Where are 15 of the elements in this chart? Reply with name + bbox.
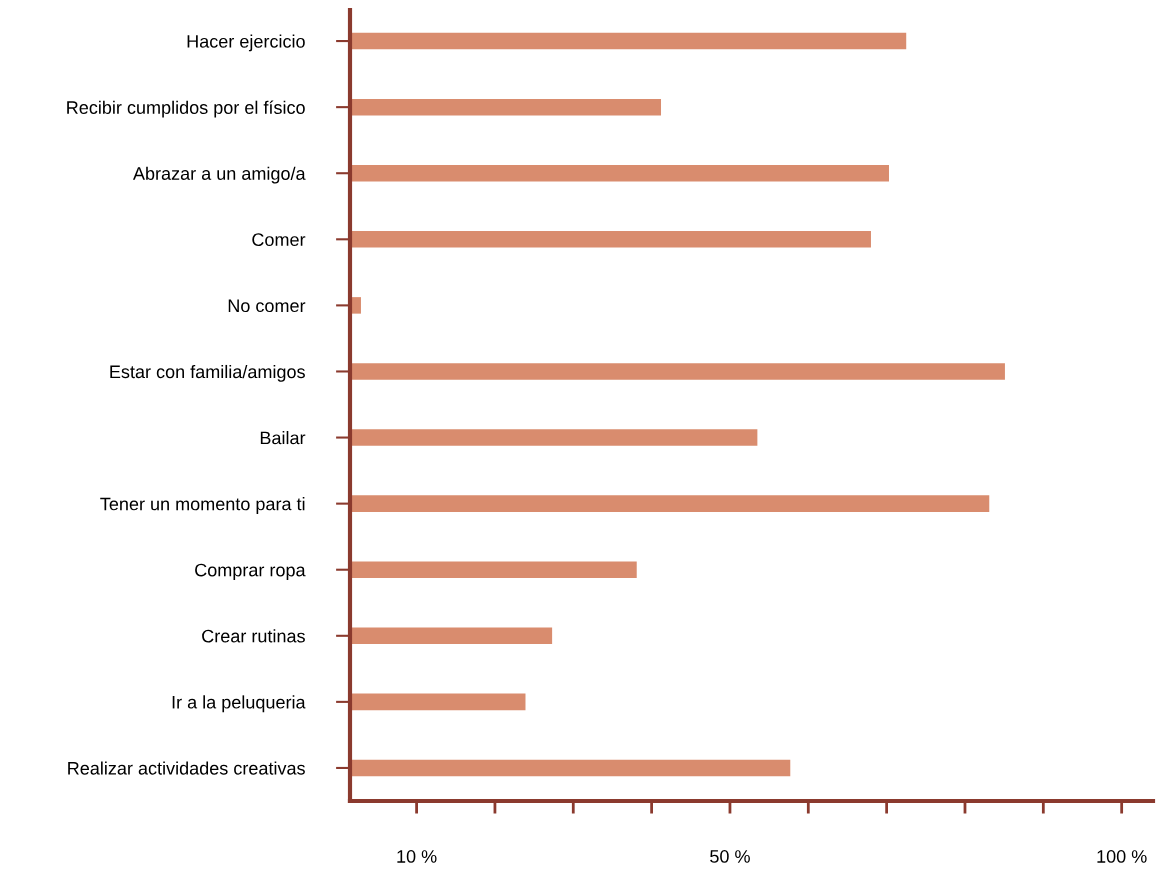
y-tick-label: Comer: [252, 233, 306, 247]
y-tick-label: Recibir cumplidos por el físico: [67, 100, 305, 118]
y-tick-label: Tener un momento para ti: [100, 497, 305, 514]
y-tick-label: Estar con familia/amigos: [110, 364, 305, 382]
y-tick-label: Comprar ropa: [195, 563, 306, 580]
x-tick-label: 50 %: [710, 850, 750, 863]
y-tick-label: Hacer ejercicio: [187, 34, 305, 52]
y-tick-label: Crear rutinas: [202, 629, 305, 643]
y-tick-label: Abrazar a un amigo/a: [132, 166, 306, 184]
y-tick-label: Realizar actividades creativas: [68, 761, 305, 775]
y-tick-label: Bailar: [260, 431, 306, 445]
y-tick-label: Ir a la peluqueria: [172, 695, 306, 713]
x-tick-label: 100 %: [1097, 850, 1147, 863]
x-tick-label: 10 %: [397, 850, 437, 863]
y-tick-label: No comer: [228, 299, 306, 313]
